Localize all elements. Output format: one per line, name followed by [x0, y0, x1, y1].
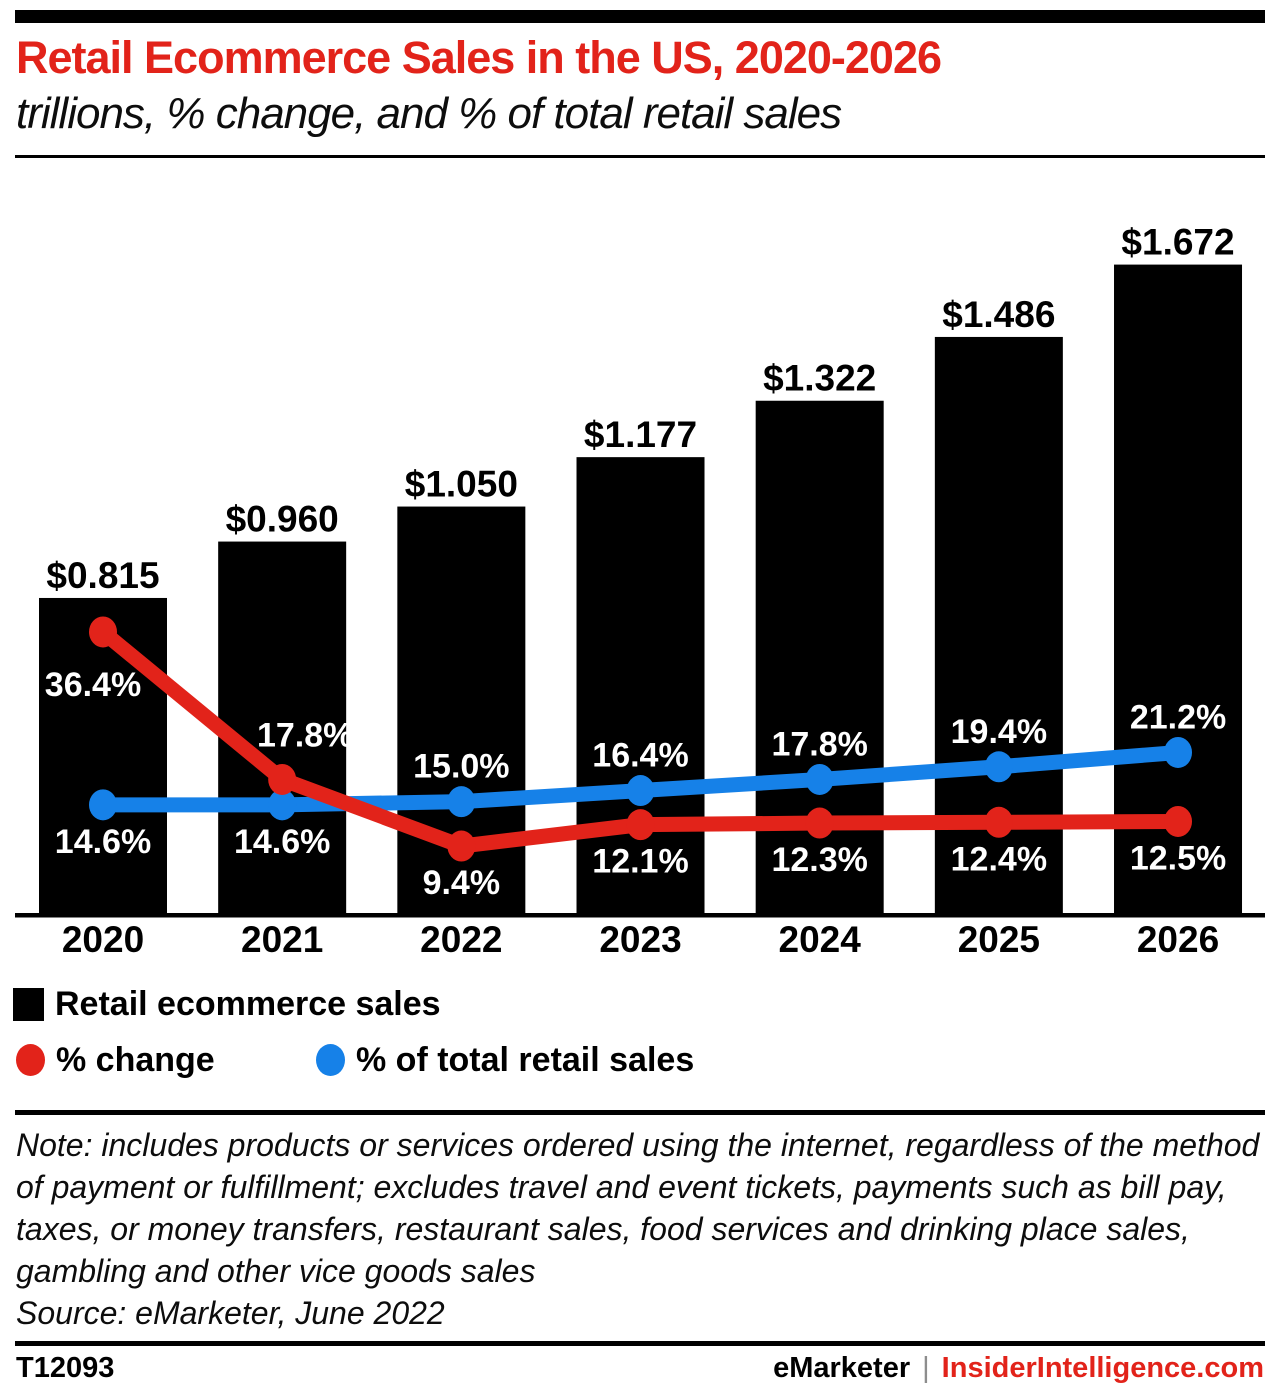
point-of-total-retail-sales-2021 — [268, 789, 297, 821]
footer-chart-id: T12093 — [16, 1352, 115, 1384]
footer-brand: eMarketer | InsiderIntelligence.com — [773, 1352, 1264, 1385]
point-of-total-retail-sales-2024 — [805, 763, 834, 795]
point-of-total-retail-sales-2025 — [984, 751, 1013, 783]
source-text: Source: eMarketer, June 2022 — [16, 1295, 445, 1331]
legend-label-pct-total-retail: % of total retail sales — [356, 1040, 695, 1079]
point-change-2026 — [1164, 805, 1193, 837]
footer-divider — [15, 1341, 1265, 1346]
x-axis-label-2025: 2025 — [958, 919, 1040, 960]
legend-swatch-bars — [13, 988, 44, 1021]
pct-label-of-total-retail-sales-2020: 14.6% — [55, 823, 151, 861]
pct-label-change-2023: 12.1% — [592, 843, 688, 881]
legend-label-retail-ecommerce-sales: Retail ecommerce sales — [55, 985, 441, 1023]
combo-chart: $0.815 $0.960 $1.050 $1.177 $1.322 $1.486 $1.6… — [15, 222, 1265, 960]
pct-label-of-total-retail-sales-2025: 19.4% — [951, 713, 1047, 751]
top-black-bar — [15, 10, 1265, 23]
legend-item-pct-total-retail: % of total retail sales — [316, 1041, 694, 1079]
pct-label-change-2026: 12.5% — [1130, 839, 1226, 877]
x-axis-label-2023: 2023 — [599, 919, 681, 960]
note-divider — [15, 1110, 1265, 1115]
pct-label-change-2025: 12.4% — [951, 840, 1047, 878]
x-axis-label-2021: 2021 — [241, 919, 323, 960]
legend-item-pct-change: % change — [16, 1041, 215, 1079]
pct-label-change-2020: 36.4% — [45, 666, 141, 704]
x-axis-label-2022: 2022 — [420, 919, 502, 960]
pct-label-of-total-retail-sales-2026: 21.2% — [1130, 698, 1226, 736]
footer-brand-site: InsiderIntelligence.com — [941, 1352, 1264, 1384]
x-axis-line — [15, 913, 1265, 918]
footer-brand-separator: | — [922, 1352, 930, 1384]
bar-value-label-2026: $1.672 — [1121, 222, 1234, 263]
point-change-2022 — [447, 830, 476, 862]
bar-value-label-2025: $1.486 — [942, 294, 1055, 335]
pct-label-change-2022: 9.4% — [423, 864, 501, 902]
pct-label-of-total-retail-sales-2023: 16.4% — [592, 737, 688, 775]
pct-label-of-total-retail-sales-2022: 15.0% — [413, 748, 509, 786]
point-of-total-retail-sales-2023 — [626, 775, 655, 807]
x-axis-label-2026: 2026 — [1137, 919, 1219, 960]
page-title: Retail Ecommerce Sales in the US, 2020-2… — [16, 32, 942, 83]
header-divider — [15, 155, 1265, 158]
point-change-2023 — [626, 809, 655, 841]
page-subtitle: trillions, % change, and % of total reta… — [16, 89, 842, 138]
bar-value-label-2024: $1.322 — [763, 358, 876, 399]
point-change-2024 — [805, 807, 834, 839]
point-change-2025 — [984, 806, 1013, 838]
point-of-total-retail-sales-2020 — [89, 789, 117, 821]
legend-label-pct-change: % change — [56, 1040, 215, 1079]
legend-item-retail-ecommerce-sales: Retail ecommerce sales — [13, 985, 441, 1023]
point-of-total-retail-sales-2026 — [1164, 736, 1193, 768]
x-axis-label-2020: 2020 — [62, 919, 144, 960]
pct-label-of-total-retail-sales-2024: 17.8% — [771, 725, 867, 763]
bar-2020 — [39, 597, 167, 915]
bar-value-label-2020: $0.815 — [46, 555, 159, 596]
bar-value-label-2021: $0.960 — [226, 499, 339, 540]
pct-label-change-2021: 17.8% — [257, 716, 353, 754]
note-text: Note: includes products or services orde… — [16, 1127, 1260, 1289]
bar-value-label-2023: $1.177 — [584, 414, 697, 455]
point-change-2020 — [89, 616, 117, 648]
bar-2021 — [218, 541, 347, 915]
bar-value-label-2022: $1.050 — [405, 464, 518, 505]
point-of-total-retail-sales-2022 — [447, 786, 476, 818]
legend-dot-pct-total-retail — [316, 1044, 345, 1076]
pct-label-change-2024: 12.3% — [771, 841, 867, 879]
pct-label-of-total-retail-sales-2021: 14.6% — [234, 823, 330, 861]
x-axis-label-2024: 2024 — [779, 919, 862, 960]
legend-dot-pct-change — [16, 1044, 45, 1076]
footer-brand-emarketer: eMarketer — [773, 1352, 911, 1384]
point-change-2021 — [268, 763, 297, 795]
